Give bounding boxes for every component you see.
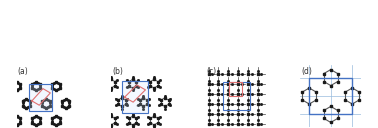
Bar xyxy=(29,84,52,111)
Text: (b): (b) xyxy=(112,67,123,76)
Bar xyxy=(309,78,352,114)
Bar xyxy=(29,84,52,111)
Bar xyxy=(122,81,148,113)
Text: (a): (a) xyxy=(18,67,28,76)
Text: (d): (d) xyxy=(301,67,312,76)
Text: (c): (c) xyxy=(207,67,217,76)
Bar xyxy=(122,81,148,113)
Bar xyxy=(223,82,250,110)
